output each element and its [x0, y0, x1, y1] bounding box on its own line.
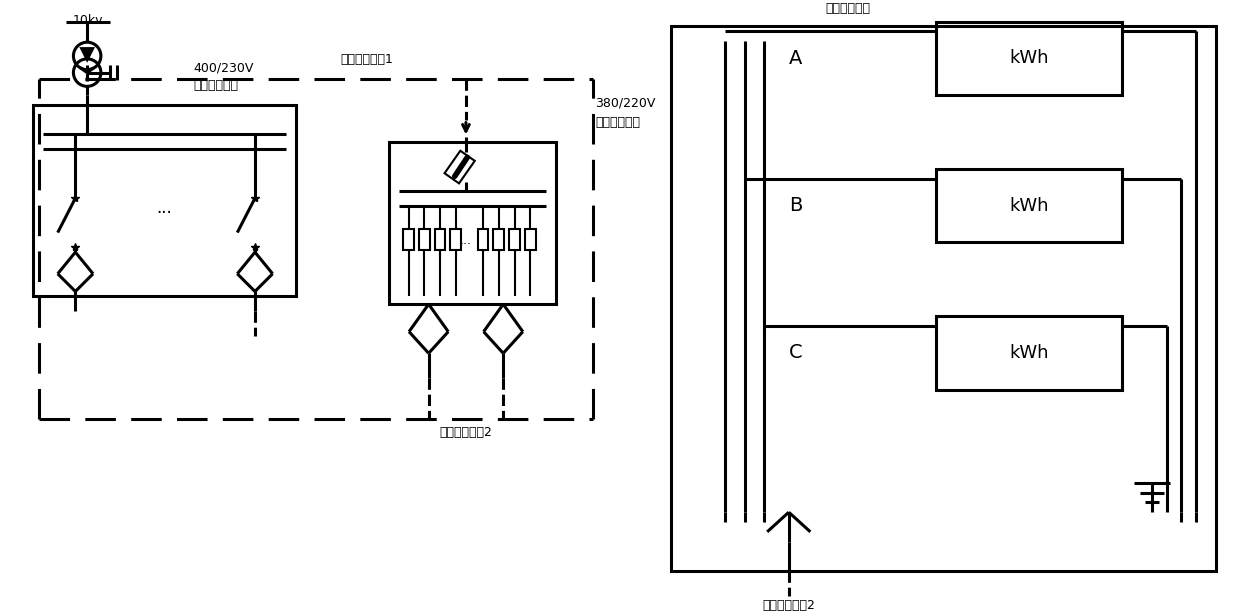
Bar — [509, 229, 520, 250]
Text: ...: ... — [460, 234, 472, 247]
Bar — [478, 229, 488, 250]
Bar — [389, 142, 556, 304]
Text: 380/220V: 380/220V — [596, 97, 655, 110]
Text: ...: ... — [156, 199, 171, 217]
Text: 居家配电电缘1: 居家配电电缘1 — [341, 53, 393, 65]
Bar — [935, 316, 1123, 390]
Bar — [450, 229, 461, 250]
Polygon shape — [79, 47, 95, 63]
Text: 400/230V: 400/230V — [193, 61, 254, 74]
Bar — [33, 105, 296, 296]
Text: 计量电度表算: 计量电度表算 — [825, 2, 871, 15]
Bar — [435, 229, 445, 250]
Bar — [493, 229, 504, 250]
Bar — [525, 229, 535, 250]
Bar — [935, 169, 1123, 242]
Bar — [419, 229, 430, 250]
Text: A: A — [789, 49, 802, 68]
FancyBboxPatch shape — [445, 151, 475, 184]
Text: 二级配电设备: 二级配电设备 — [596, 116, 641, 129]
Text: C: C — [789, 343, 803, 362]
Text: kWh: kWh — [1010, 344, 1049, 362]
Text: kWh: kWh — [1010, 50, 1049, 67]
Bar — [935, 21, 1123, 95]
Text: 10kv: 10kv — [73, 13, 103, 27]
Text: B: B — [789, 196, 802, 215]
Text: 居家配电电缘2: 居家配电电缘2 — [440, 426, 492, 439]
Text: 一级配电设备: 一级配电设备 — [193, 79, 238, 92]
Text: kWh: kWh — [1010, 196, 1049, 215]
Bar — [672, 26, 1215, 571]
Text: 居家配电电缘2: 居家配电电缘2 — [762, 599, 815, 611]
Bar — [403, 229, 414, 250]
